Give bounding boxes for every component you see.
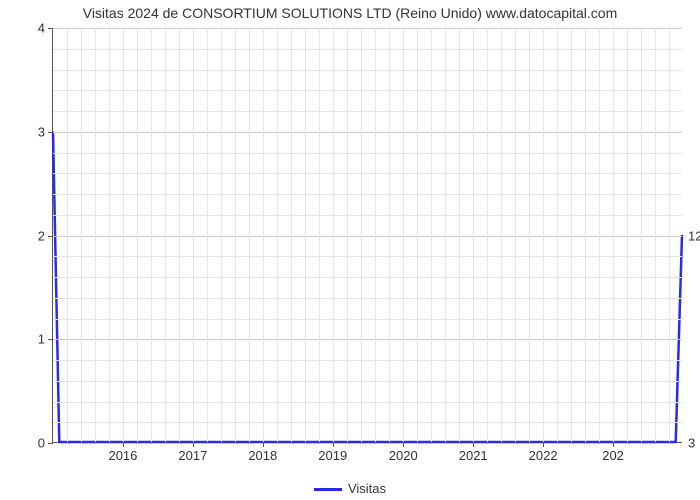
gridline-minor-h bbox=[53, 194, 682, 195]
gridline-minor-v bbox=[655, 28, 656, 442]
gridline-minor-v bbox=[403, 28, 404, 442]
plot-area: 012342016201720182019202020212022202312 bbox=[52, 28, 682, 443]
gridline-minor-v bbox=[599, 28, 600, 442]
gridline-minor-v bbox=[515, 28, 516, 442]
gridline-minor-v bbox=[123, 28, 124, 442]
gridline-minor-v bbox=[473, 28, 474, 442]
gridline-minor-v bbox=[389, 28, 390, 442]
gridline-minor-v bbox=[235, 28, 236, 442]
gridline-minor-v bbox=[529, 28, 530, 442]
gridline-minor-v bbox=[347, 28, 348, 442]
gridline-minor-v bbox=[207, 28, 208, 442]
gridline-minor-h bbox=[53, 153, 682, 154]
gridline-minor-v bbox=[361, 28, 362, 442]
gridline-minor-h bbox=[53, 90, 682, 91]
gridline-minor-h bbox=[53, 277, 682, 278]
gridline-minor-h bbox=[53, 360, 682, 361]
gridline-minor-v bbox=[445, 28, 446, 442]
gridline-minor-h bbox=[53, 402, 682, 403]
gridline-minor-v bbox=[543, 28, 544, 442]
x-axis-label: 2020 bbox=[389, 442, 418, 463]
gridline-minor-h bbox=[53, 49, 682, 50]
legend-label: Visitas bbox=[348, 481, 386, 496]
chart-area: 012342016201720182019202020212022202312 bbox=[52, 28, 682, 443]
gridline-minor-v bbox=[585, 28, 586, 442]
chart-title: Visitas 2024 de CONSORTIUM SOLUTIONS LTD… bbox=[0, 0, 700, 21]
gridline-minor-v bbox=[179, 28, 180, 442]
secondary-y-label: 3 bbox=[682, 436, 695, 451]
gridline-minor-v bbox=[67, 28, 68, 442]
gridline-minor-h bbox=[53, 422, 682, 423]
x-axis-label: 2017 bbox=[178, 442, 207, 463]
gridline-major-h bbox=[53, 339, 682, 340]
gridline-minor-h bbox=[53, 215, 682, 216]
gridline-minor-v bbox=[613, 28, 614, 442]
gridline-minor-v bbox=[501, 28, 502, 442]
y-axis-label: 3 bbox=[38, 124, 53, 139]
x-axis-label: 2019 bbox=[318, 442, 347, 463]
gridline-minor-h bbox=[53, 173, 682, 174]
gridline-minor-v bbox=[305, 28, 306, 442]
x-axis-label: 2018 bbox=[248, 442, 277, 463]
gridline-minor-h bbox=[53, 319, 682, 320]
gridline-minor-v bbox=[165, 28, 166, 442]
gridline-minor-v bbox=[263, 28, 264, 442]
gridline-minor-v bbox=[319, 28, 320, 442]
gridline-minor-v bbox=[277, 28, 278, 442]
gridline-minor-v bbox=[193, 28, 194, 442]
gridline-minor-v bbox=[375, 28, 376, 442]
x-axis-label: 202 bbox=[602, 442, 624, 463]
gridline-minor-v bbox=[81, 28, 82, 442]
x-axis-label: 2022 bbox=[529, 442, 558, 463]
gridline-minor-v bbox=[291, 28, 292, 442]
gridline-major-h bbox=[53, 132, 682, 133]
gridline-minor-v bbox=[431, 28, 432, 442]
gridline-minor-h bbox=[53, 256, 682, 257]
gridline-minor-h bbox=[53, 111, 682, 112]
gridline-minor-v bbox=[459, 28, 460, 442]
gridline-minor-v bbox=[109, 28, 110, 442]
gridline-major-h bbox=[53, 236, 682, 237]
y-axis-label: 1 bbox=[38, 332, 53, 347]
gridline-minor-h bbox=[53, 298, 682, 299]
gridline-major-h bbox=[53, 28, 682, 29]
gridline-minor-v bbox=[249, 28, 250, 442]
gridline-minor-v bbox=[95, 28, 96, 442]
gridline-minor-h bbox=[53, 70, 682, 71]
gridline-minor-v bbox=[137, 28, 138, 442]
y-axis-label: 4 bbox=[38, 21, 53, 36]
secondary-y-label: 12 bbox=[682, 228, 700, 243]
gridline-minor-v bbox=[221, 28, 222, 442]
x-axis-label: 2021 bbox=[459, 442, 488, 463]
gridline-minor-v bbox=[487, 28, 488, 442]
gridline-minor-v bbox=[571, 28, 572, 442]
gridline-minor-v bbox=[557, 28, 558, 442]
x-axis-label: 2016 bbox=[108, 442, 137, 463]
y-axis-label: 2 bbox=[38, 228, 53, 243]
legend-swatch bbox=[314, 488, 342, 491]
legend: Visitas bbox=[0, 481, 700, 496]
gridline-minor-v bbox=[417, 28, 418, 442]
gridline-minor-v bbox=[151, 28, 152, 442]
gridline-minor-v bbox=[627, 28, 628, 442]
gridline-minor-v bbox=[641, 28, 642, 442]
gridline-minor-h bbox=[53, 381, 682, 382]
gridline-minor-v bbox=[669, 28, 670, 442]
gridline-minor-v bbox=[333, 28, 334, 442]
y-axis-label: 0 bbox=[38, 436, 53, 451]
